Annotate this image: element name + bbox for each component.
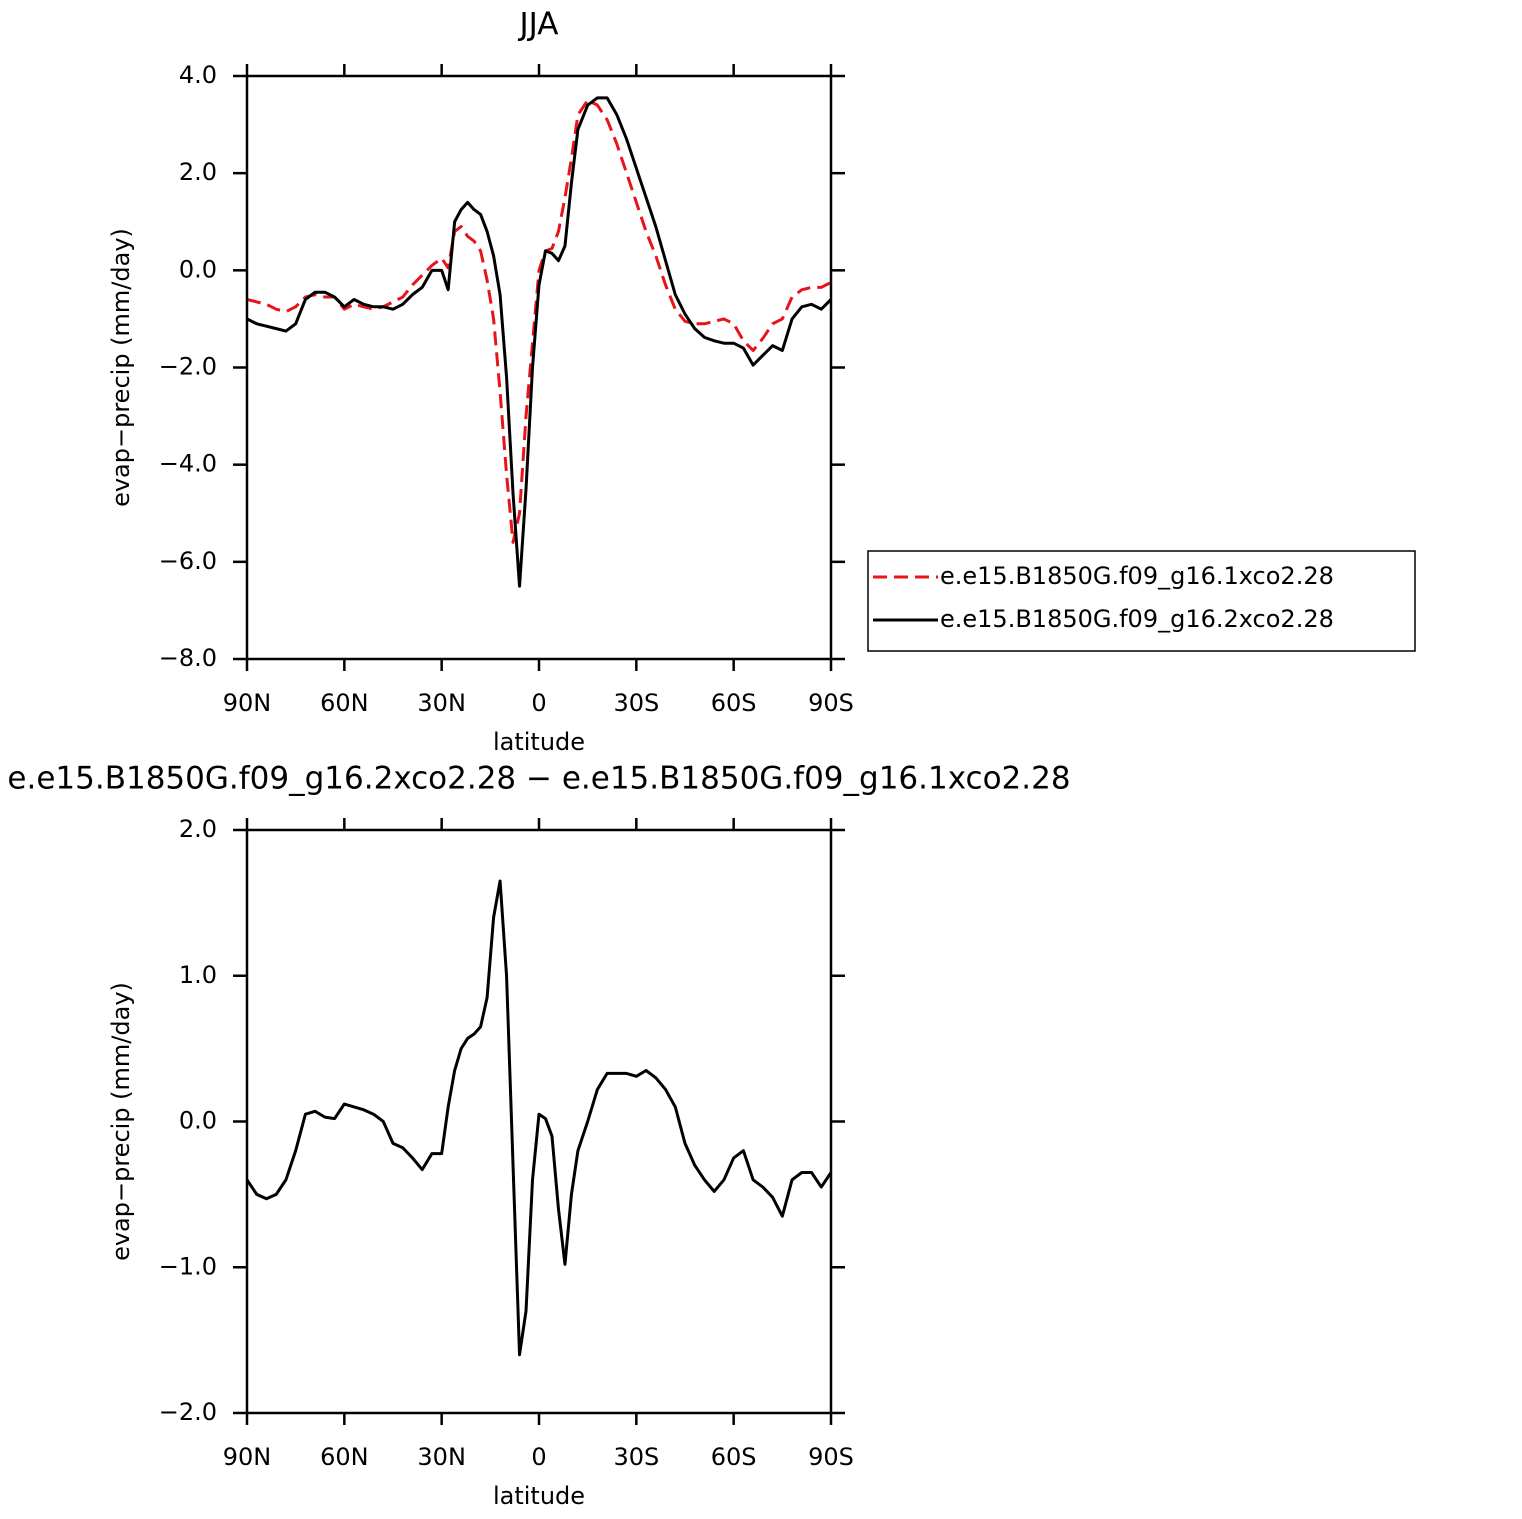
y-tick-label: 4.0 [179,61,217,89]
data-line [246,96,833,588]
y-tick-label: −2.0 [159,1398,217,1426]
x-tick-label: 60S [711,689,757,717]
data-line [245,879,833,1357]
x-axis-label: latitude [493,1482,585,1510]
y-tick-label: −6.0 [159,547,217,575]
y-axis-label: evap−precip (mm/day) [107,228,135,507]
plot-frame [245,828,833,1415]
data-line [246,98,832,544]
y-tick-label: 2.0 [179,815,217,843]
y-tick-label: −8.0 [159,644,217,672]
y-tick-label: 0.0 [179,255,217,283]
legend-label: e.e15.B1850G.f09_g16.1xco2.28 [940,562,1334,590]
chart-title: e.e15.B1850G.f09_g16.2xco2.28 − e.e15.B1… [7,761,1070,797]
x-axis-label: latitude [493,728,585,756]
x-tick-label: 30S [613,1443,659,1471]
x-tick-label: 90N [223,689,272,717]
x-tick-label: 0 [531,689,546,717]
y-tick-label: 0.0 [179,1107,217,1135]
plot-frame [245,74,833,661]
y-tick-label: −2.0 [159,353,217,381]
y-axis-label: evap−precip (mm/day) [107,982,135,1261]
y-tick-label: −4.0 [159,450,217,478]
x-tick-label: 60N [320,689,369,717]
x-tick-label: 60S [711,1443,757,1471]
x-tick-label: 60N [320,1443,369,1471]
x-tick-label: 0 [531,1443,546,1471]
y-tick-label: 1.0 [179,961,217,989]
x-tick-label: 30N [417,1443,466,1471]
x-tick-label: 90N [223,1443,272,1471]
x-tick-label: 90S [808,1443,854,1471]
chart-title: JJA [518,7,559,43]
x-tick-label: 30N [417,689,466,717]
legend-label: e.e15.B1850G.f09_g16.2xco2.28 [940,605,1334,633]
x-tick-label: 90S [808,689,854,717]
legend-box [867,550,1416,652]
y-tick-label: 2.0 [179,158,217,186]
y-tick-label: −1.0 [159,1252,217,1280]
x-tick-label: 30S [613,689,659,717]
